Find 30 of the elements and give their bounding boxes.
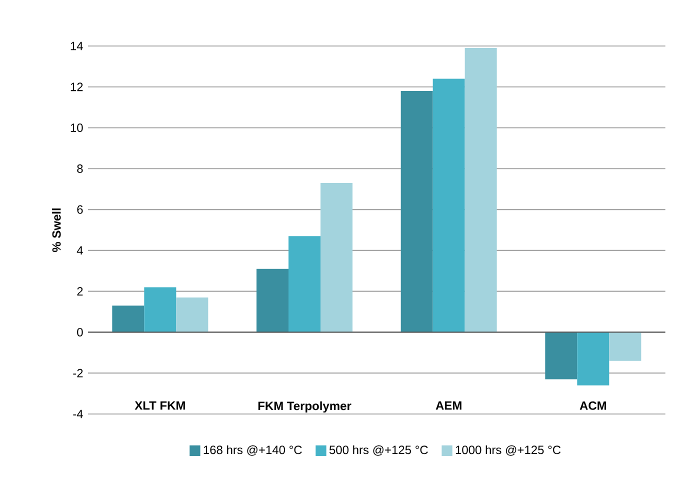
bar	[144, 287, 176, 332]
y-tick-label: 10	[70, 124, 83, 132]
bar	[256, 268, 288, 332]
y-tick-label: 6	[77, 205, 83, 214]
y-tick-label: -2	[73, 368, 83, 378]
bar	[464, 48, 497, 332]
bar	[577, 332, 610, 386]
bar	[400, 90, 433, 332]
bar	[432, 78, 465, 332]
y-tick-label: 8	[77, 164, 83, 173]
y-tick-label: 14	[70, 42, 83, 50]
y-tick-label: 2	[77, 287, 83, 296]
bar	[176, 297, 208, 332]
bar	[320, 182, 353, 332]
legend-label: 1000 hrs @+125 °C	[456, 445, 561, 456]
y-axis-title: % Swell	[52, 208, 61, 252]
y-tick-label: 0	[77, 328, 83, 336]
bar	[545, 332, 578, 380]
bar	[112, 306, 144, 332]
bar	[288, 236, 320, 332]
x-tick-label: XLT FKM	[134, 401, 185, 410]
x-tick-label: AEM	[436, 401, 462, 410]
legend-label: 168 hrs @+140 °C	[204, 445, 302, 456]
legend-label: 500 hrs @+125 °C	[329, 445, 428, 456]
y-tick-label: 12	[70, 82, 83, 92]
x-tick-label: FKM Terpolymer	[258, 401, 352, 413]
bar	[609, 332, 642, 361]
x-tick-label: ACM	[580, 401, 606, 410]
y-tick-label: -4	[73, 410, 83, 418]
y-tick-label: 4	[76, 246, 83, 255]
